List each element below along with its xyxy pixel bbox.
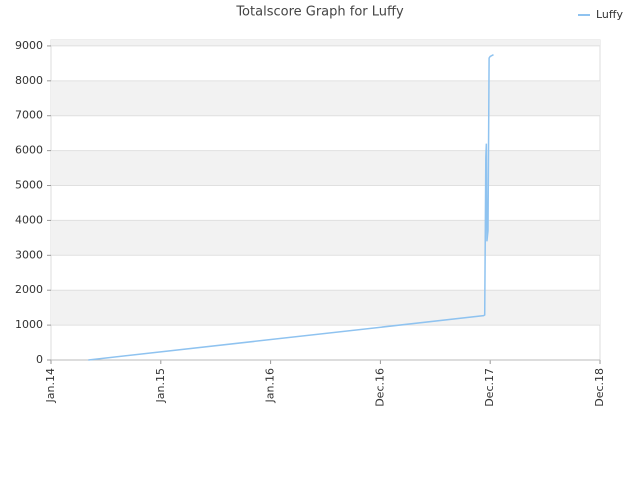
y-tick-label: 1000	[15, 318, 43, 331]
x-tick-label: Jan.15	[154, 368, 167, 403]
grid-band	[51, 150, 600, 186]
y-tick-label: 3000	[15, 248, 43, 261]
data-line	[88, 53, 494, 361]
y-tick-label: 5000	[15, 179, 43, 192]
legend-label: Luffy	[596, 8, 623, 21]
chart-title: Totalscore Graph for Luffy	[235, 5, 404, 20]
x-tick-label: Jan.14	[44, 368, 57, 403]
x-tick-label: Dec.16	[373, 368, 386, 407]
grid-band	[51, 290, 600, 326]
y-tick-label: 6000	[15, 144, 43, 157]
y-tick-label: 7000	[15, 109, 43, 122]
y-tick-label: 8000	[15, 74, 43, 87]
grid-band	[51, 40, 600, 46]
x-tick-label: Dec.18	[593, 368, 606, 407]
x-tick-label: Jan.16	[264, 368, 277, 403]
y-tick-label: 4000	[15, 213, 43, 226]
x-tick-label: Dec.17	[483, 368, 496, 407]
y-tick-label: 0	[36, 353, 43, 366]
grid-band	[51, 220, 600, 256]
y-tick-label: 9000	[15, 39, 43, 52]
y-tick-label: 2000	[15, 283, 43, 296]
grid-band	[51, 80, 600, 116]
